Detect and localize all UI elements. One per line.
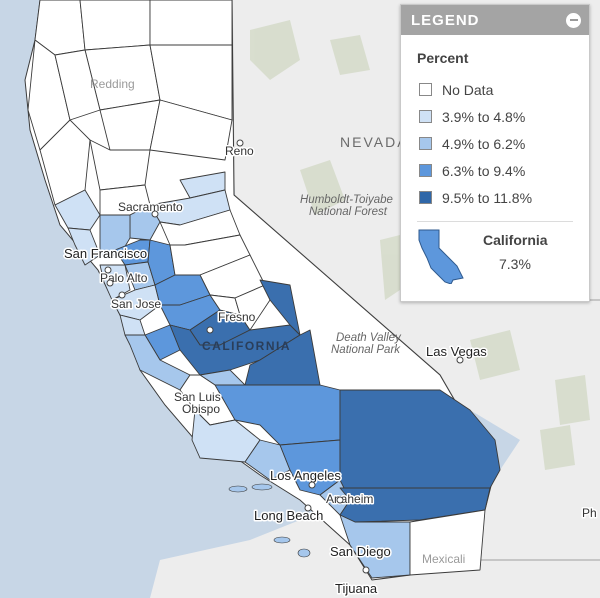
legend-swatch (419, 83, 432, 96)
county-mendocino[interactable] (39, 119, 91, 206)
city-phoenix-partial: Ph (582, 506, 597, 520)
city-fresno: Fresno (218, 310, 256, 324)
city-las-vegas: Las Vegas (426, 344, 487, 359)
city-markers (104, 139, 464, 574)
county-sonoma[interactable] (67, 227, 101, 266)
legend-title: LEGEND (411, 11, 480, 29)
city-long-beach: Long Beach (254, 508, 323, 523)
legend-summary-name: California (483, 232, 548, 248)
city-tijuana: Tijuana (335, 581, 378, 596)
national-forest-label: National Forest (309, 206, 388, 218)
collapse-legend-button[interactable] (566, 12, 581, 28)
legend-item: No Data (419, 76, 589, 103)
humboldt-toiyabe-label: Humboldt-Toiyabe (300, 194, 393, 206)
legend-swatch (419, 164, 432, 177)
legend-item-label: 6.3% to 9.4% (442, 162, 526, 179)
legend-item: 4.9% to 6.2% (419, 130, 589, 157)
legend-summary-value: 7.3% (499, 256, 531, 272)
county-lake[interactable] (54, 189, 101, 231)
legend-summary: California 7.3% (401, 222, 589, 292)
city-san-luis-2: Obispo (182, 402, 220, 416)
county-plumas[interactable] (149, 99, 233, 161)
legend-items: No Data 3.9% to 4.8% 4.9% to 6.2% 6.3% to 9… (401, 76, 589, 211)
legend-item-label: 3.9% to 4.8% (442, 108, 526, 125)
legend-swatch (419, 137, 432, 150)
county-inyo[interactable] (259, 279, 301, 336)
city-redding: Redding (90, 77, 135, 91)
city-san-diego: San Diego (330, 544, 391, 559)
legend-item-label: 4.9% to 6.2% (442, 135, 526, 152)
county-north-2[interactable] (149, 0, 233, 46)
california-label: CALIFORNIA (202, 339, 291, 353)
city-reno: Reno (225, 144, 254, 158)
county-north-1[interactable] (79, 0, 151, 51)
city-san-francisco: San Francisco (64, 246, 147, 261)
channel-islands (228, 483, 311, 558)
legend-item: 3.9% to 4.8% (419, 103, 589, 130)
national-park-label: National Park (331, 344, 401, 356)
nevada-label: NEVADA (340, 134, 409, 150)
legend-panel: LEGEND Percent No Data 3.9% to 4.8% 4.9% t… (400, 4, 590, 302)
minus-icon (569, 19, 578, 21)
county-riverside[interactable] (339, 487, 491, 523)
city-sacramento: Sacramento (118, 200, 183, 214)
city-san-jose: San Jose (111, 297, 161, 311)
death-valley-label: Death Valley (336, 332, 402, 344)
california-shape-icon (418, 229, 464, 284)
legend-subtitle: Percent (417, 50, 469, 66)
county-mono[interactable] (234, 284, 271, 331)
legend-swatch (419, 191, 432, 204)
legend-item: 9.5% to 11.8% (419, 184, 589, 211)
legend-item-label: No Data (442, 81, 494, 98)
city-anaheim: Anaheim (326, 492, 373, 506)
counties[interactable] (27, 0, 501, 579)
legend-header: LEGEND (401, 5, 589, 35)
county-imperial[interactable] (409, 509, 486, 576)
legend-swatch (419, 110, 432, 123)
county-glenn[interactable] (89, 139, 151, 191)
legend-item: 6.3% to 9.4% (419, 157, 589, 184)
legend-divider (417, 221, 573, 222)
legend-item-label: 9.5% to 11.8% (442, 189, 533, 206)
city-mexicali: Mexicali (422, 552, 465, 566)
city-san-luis-1: San Luis (174, 390, 221, 404)
city-los-angeles: Los Angeles (270, 468, 341, 483)
